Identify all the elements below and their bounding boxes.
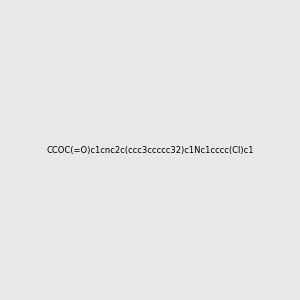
Text: CCOC(=O)c1cnc2c(ccc3ccccc32)c1Nc1cccc(Cl)c1: CCOC(=O)c1cnc2c(ccc3ccccc32)c1Nc1cccc(Cl…	[46, 146, 254, 154]
